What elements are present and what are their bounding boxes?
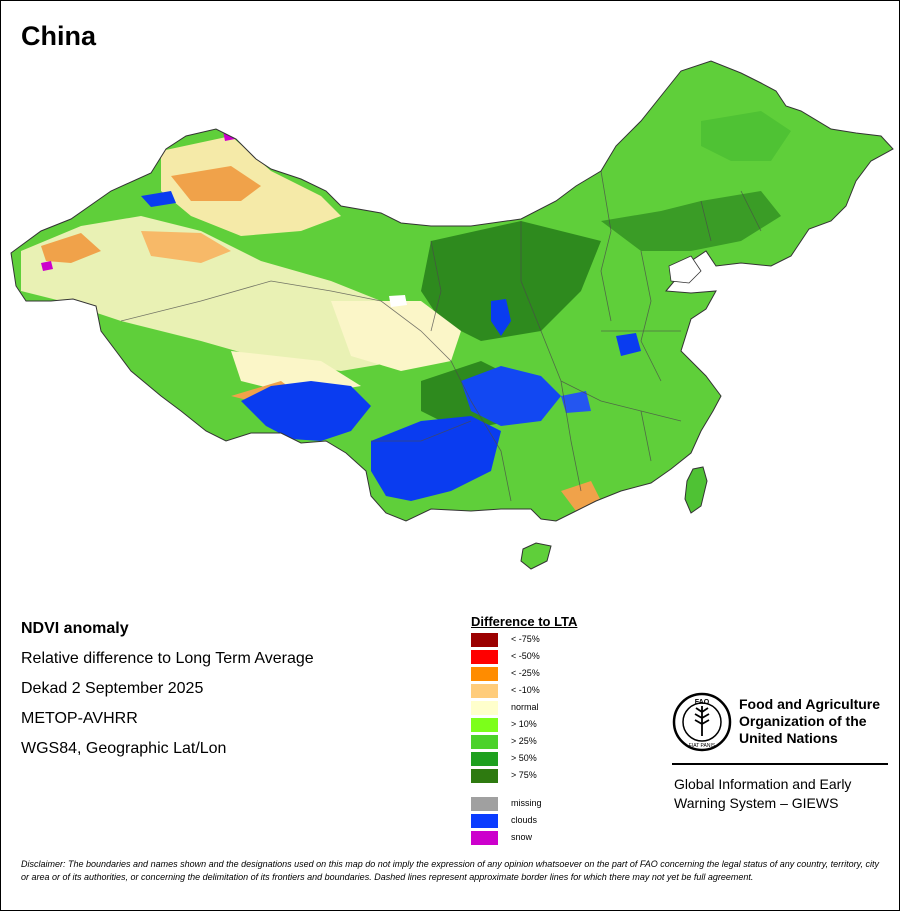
fao-name-line: Organization of the bbox=[739, 713, 867, 729]
legend-item: > 75% bbox=[471, 769, 601, 783]
legend-label: normal bbox=[511, 702, 539, 712]
fao-logo-text: FAO bbox=[695, 699, 710, 706]
legend-label: snow bbox=[511, 832, 533, 842]
giews-name-line: Warning System – GIEWS bbox=[674, 795, 839, 811]
legend-swatch bbox=[471, 684, 498, 698]
legend-swatch bbox=[471, 735, 498, 749]
product-description: Relative difference to Long Term Average bbox=[21, 650, 314, 667]
legend-item: > 25% bbox=[471, 735, 601, 749]
legend-swatch bbox=[471, 752, 498, 766]
legend-swatch bbox=[471, 701, 498, 715]
disclaimer: Disclaimer: The boundaries and names sho… bbox=[21, 859, 879, 882]
giews-name-line: Global Information and Early bbox=[674, 776, 852, 792]
legend-label: < -25% bbox=[511, 668, 540, 678]
legend-item: > 10% bbox=[471, 718, 601, 732]
fao-name: Food and Agriculture Organization of the… bbox=[739, 696, 889, 747]
legend-item: normal bbox=[471, 701, 601, 715]
product-title: NDVI anomaly bbox=[21, 620, 129, 637]
legend-item: clouds bbox=[471, 814, 601, 828]
fao-name-line: United Nations bbox=[739, 730, 838, 746]
legend-label: missing bbox=[511, 798, 542, 808]
legend-swatch bbox=[471, 831, 498, 845]
legend-label: clouds bbox=[511, 815, 538, 825]
legend-swatch bbox=[471, 797, 498, 811]
legend-label: > 75% bbox=[511, 770, 537, 780]
legend-item: < -25% bbox=[471, 667, 601, 681]
giews-name: Global Information and Early Warning Sys… bbox=[674, 775, 889, 813]
legend-label: > 10% bbox=[511, 719, 537, 729]
legend-label: < -50% bbox=[511, 651, 540, 661]
legend-swatch bbox=[471, 718, 498, 732]
product-projection: WGS84, Geographic Lat/Lon bbox=[21, 740, 227, 757]
legend-swatch bbox=[471, 667, 498, 681]
fao-name-line: Food and Agriculture bbox=[739, 696, 881, 712]
product-sensor: METOP-AVHRR bbox=[21, 710, 138, 727]
legend-item: < -50% bbox=[471, 650, 601, 664]
legend-item: < -75% bbox=[471, 633, 601, 647]
legend-swatch bbox=[471, 650, 498, 664]
legend-label: > 50% bbox=[511, 753, 537, 763]
legend-item: > 50% bbox=[471, 752, 601, 766]
legend-item: < -10% bbox=[471, 684, 601, 698]
legend-label: < -10% bbox=[511, 685, 540, 695]
map-title: China bbox=[21, 21, 97, 51]
legend-swatch bbox=[471, 814, 498, 828]
legend-item: missing bbox=[471, 797, 601, 811]
divider bbox=[672, 763, 888, 765]
product-period: Dekad 2 September 2025 bbox=[21, 680, 204, 697]
legend-swatch bbox=[471, 769, 498, 783]
legend-title: Difference to LTA bbox=[471, 614, 578, 629]
fao-logo-motto: FIAT PANIS bbox=[689, 743, 716, 749]
china-ndvi-map bbox=[10, 60, 894, 570]
legend-item: snow bbox=[471, 831, 601, 845]
fao-logo: FAO FIAT PANIS bbox=[672, 692, 732, 752]
legend-label: < -75% bbox=[511, 634, 540, 644]
legend-label: > 25% bbox=[511, 736, 537, 746]
legend-swatch bbox=[471, 633, 498, 647]
